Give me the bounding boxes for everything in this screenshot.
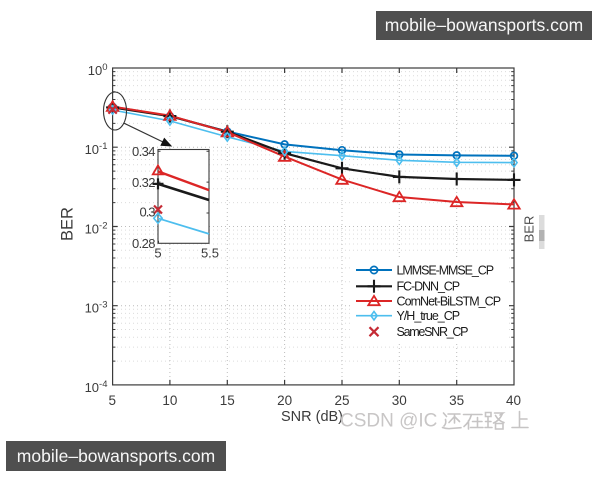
svg-text:5.5: 5.5 (201, 246, 219, 261)
svg-text:SameSNR_CP: SameSNR_CP (397, 325, 469, 339)
svg-text:20: 20 (277, 393, 292, 408)
svg-text:25: 25 (334, 393, 349, 408)
svg-text:10: 10 (162, 393, 177, 408)
svg-text:BER: BER (522, 216, 537, 243)
svg-text:10-1: 10-1 (85, 141, 108, 157)
svg-text:0.28: 0.28 (132, 236, 156, 251)
svg-text:Y/H_true_CP: Y/H_true_CP (397, 309, 461, 323)
svg-text:35: 35 (449, 393, 464, 408)
svg-text:5: 5 (154, 246, 161, 261)
svg-text:0.34: 0.34 (132, 144, 156, 159)
svg-text:CSDN @IC: CSDN @IC (340, 411, 437, 432)
svg-text:15: 15 (220, 393, 235, 408)
svg-text:10-2: 10-2 (85, 221, 108, 237)
svg-text:SNR (dB): SNR (dB) (281, 409, 343, 425)
svg-text:5: 5 (108, 393, 116, 408)
svg-text:10-4: 10-4 (85, 379, 108, 395)
svg-text:LMMSE-MMSE_CP: LMMSE-MMSE_CP (397, 263, 495, 277)
svg-text:100: 100 (88, 62, 108, 78)
svg-text:BER: BER (59, 207, 77, 241)
svg-text:ComNet-BiLSTM_CP: ComNet-BiLSTM_CP (397, 294, 502, 308)
svg-text:30: 30 (392, 393, 407, 408)
svg-text:10-3: 10-3 (85, 300, 108, 316)
svg-text:0.32: 0.32 (132, 175, 156, 190)
svg-text:40: 40 (506, 393, 521, 408)
svg-text:0.3: 0.3 (140, 205, 156, 220)
svg-text:FC-DNN_CP: FC-DNN_CP (397, 280, 461, 294)
